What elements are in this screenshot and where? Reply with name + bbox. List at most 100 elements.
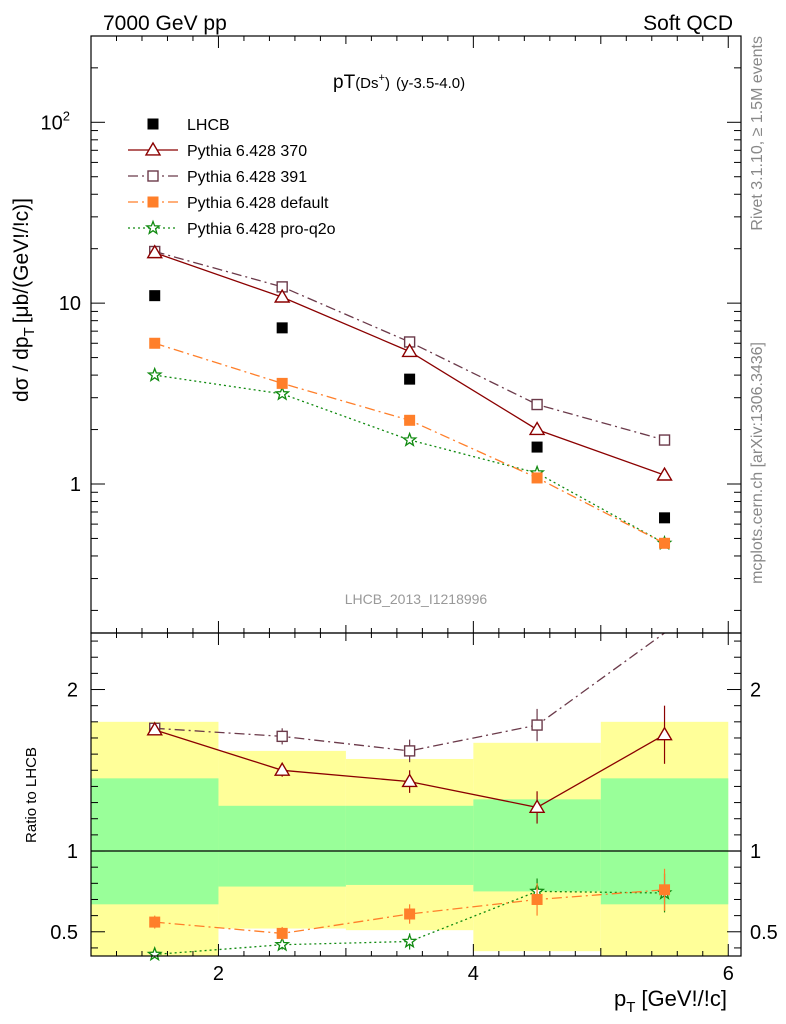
data-point — [276, 377, 288, 389]
ratio-y-tick-label: 2 — [67, 680, 78, 702]
ratio-point — [149, 916, 161, 928]
series-line — [154, 250, 665, 441]
x-axis-label-sub: T — [626, 999, 635, 1016]
ratio-y-tick-label: 1 — [67, 841, 78, 863]
legend-label: LHCB — [187, 117, 230, 134]
data-point — [276, 322, 288, 334]
x-tick-label: 2 — [213, 963, 224, 985]
data-point — [659, 537, 671, 549]
main-series-group — [146, 244, 673, 551]
data-point — [531, 472, 543, 484]
ratio-y-tick-label-right: 0.5 — [750, 922, 778, 944]
ratio-band-inner — [345, 805, 474, 885]
ratio-y-tick-label-right: 1 — [750, 841, 761, 863]
y-tick-label: 10 — [59, 293, 81, 315]
data-point — [404, 414, 416, 426]
ratio-point — [531, 719, 543, 731]
plot-title: pT(Ds+) (y-3.5-4.0) — [333, 72, 465, 93]
series-ratio-3 — [149, 868, 671, 940]
legend-marker — [147, 196, 159, 208]
ratio-point — [401, 933, 418, 949]
ratio-frame — [90, 632, 742, 957]
series-main-4 — [146, 366, 673, 551]
data-point — [401, 343, 418, 358]
legend-entry: Pythia 6.428 default — [128, 195, 329, 212]
mcplots-label: mcplots.cern.ch [arXiv:1306.3436] — [749, 342, 766, 584]
legend-label: Pythia 6.428 pro-q2o — [187, 221, 336, 238]
legend-marker — [147, 170, 159, 182]
series-line — [154, 374, 665, 544]
y-tick-label: 102 — [41, 108, 70, 134]
y-tick-label: 1 — [70, 474, 81, 496]
data-point — [658, 434, 671, 446]
y-axis-label-rest: [μb/(GeV!/!c)] — [10, 198, 33, 323]
ratio-point — [656, 726, 673, 741]
series-ratio-1 — [146, 705, 673, 824]
ratio-point — [531, 893, 543, 905]
data-point — [146, 366, 163, 382]
data-point — [659, 512, 671, 524]
ratio-y-tick-label: 0.5 — [50, 922, 78, 944]
ratio-series-group — [146, 632, 673, 962]
y-axis-label-main: dσ / dp — [10, 336, 33, 402]
axes-group: 2 4 6 1 10 102 0.5 0.5 1 1 2 2 — [41, 35, 778, 985]
ratio-line — [154, 632, 665, 752]
ratio-bands — [91, 721, 741, 956]
plot-title-sup: + — [379, 72, 385, 84]
legend: LHCB Pythia 6.428 370 Pythia 6.428 391 Pyth… — [128, 117, 336, 238]
legend-marker — [145, 219, 161, 235]
ratio-point — [401, 773, 418, 788]
series-main-3 — [149, 337, 671, 549]
series-main-0 — [149, 290, 671, 524]
series-main-1 — [146, 244, 673, 481]
data-point — [273, 288, 291, 303]
ratio-point — [276, 927, 288, 939]
ratio-point — [276, 730, 288, 743]
legend-entry: Pythia 6.428 pro-q2o — [128, 219, 336, 238]
ratio-point — [273, 761, 291, 776]
data-point — [274, 385, 291, 401]
legend-marker — [147, 118, 159, 130]
data-point — [531, 441, 543, 453]
plot-title-rest: (y-3.5-4.0) — [396, 75, 465, 92]
legend-label: Pythia 6.428 391 — [187, 169, 307, 186]
y-axis-label-sub: T — [21, 327, 38, 336]
ratio-point — [274, 936, 291, 952]
ratio-point — [659, 884, 671, 896]
data-point — [656, 466, 673, 481]
legend-label: Pythia 6.428 default — [187, 195, 329, 212]
ratio-band-inner — [218, 805, 346, 887]
legend-entry: Pythia 6.428 370 — [128, 141, 307, 160]
ratio-y-tick-label-right: 2 — [750, 680, 761, 702]
header-left: 7000 GeV pp — [103, 12, 227, 35]
analysis-watermark: LHCB_2013_I1218996 — [345, 591, 488, 607]
ratio-y-axis-label: Ratio to LHCB — [23, 747, 40, 843]
header-right: Soft QCD — [643, 12, 733, 35]
y-axis-label: dσ / dpT [μb/(GeV!/!c)] — [10, 198, 38, 402]
data-point — [528, 421, 546, 436]
plot-title-paren: (Ds — [355, 75, 378, 92]
plot-title-main: pT — [333, 72, 356, 93]
ratio-point — [403, 745, 416, 757]
data-point — [401, 431, 418, 447]
legend-entry: LHCB — [147, 117, 230, 134]
data-point — [149, 337, 161, 349]
ratio-point — [404, 908, 416, 920]
data-point — [404, 373, 416, 385]
ratio-point — [528, 799, 546, 814]
legend-entry: Pythia 6.428 391 — [128, 169, 307, 186]
plot-title-close: ) — [385, 75, 390, 92]
legend-label: Pythia 6.428 370 — [187, 143, 307, 160]
data-point — [531, 398, 543, 411]
x-tick-label: 6 — [723, 963, 734, 985]
ratio-point — [146, 721, 163, 736]
ratio-line — [154, 889, 665, 935]
x-axis-label-main: p — [614, 986, 626, 1011]
x-axis-label: pT [GeV!/!c] — [614, 986, 727, 1016]
data-point — [149, 290, 161, 302]
ratio-band-inner — [91, 778, 219, 905]
x-axis-label-rest: [GeV!/!c] — [641, 986, 727, 1011]
legend-marker — [144, 141, 162, 156]
data-point — [146, 244, 163, 259]
